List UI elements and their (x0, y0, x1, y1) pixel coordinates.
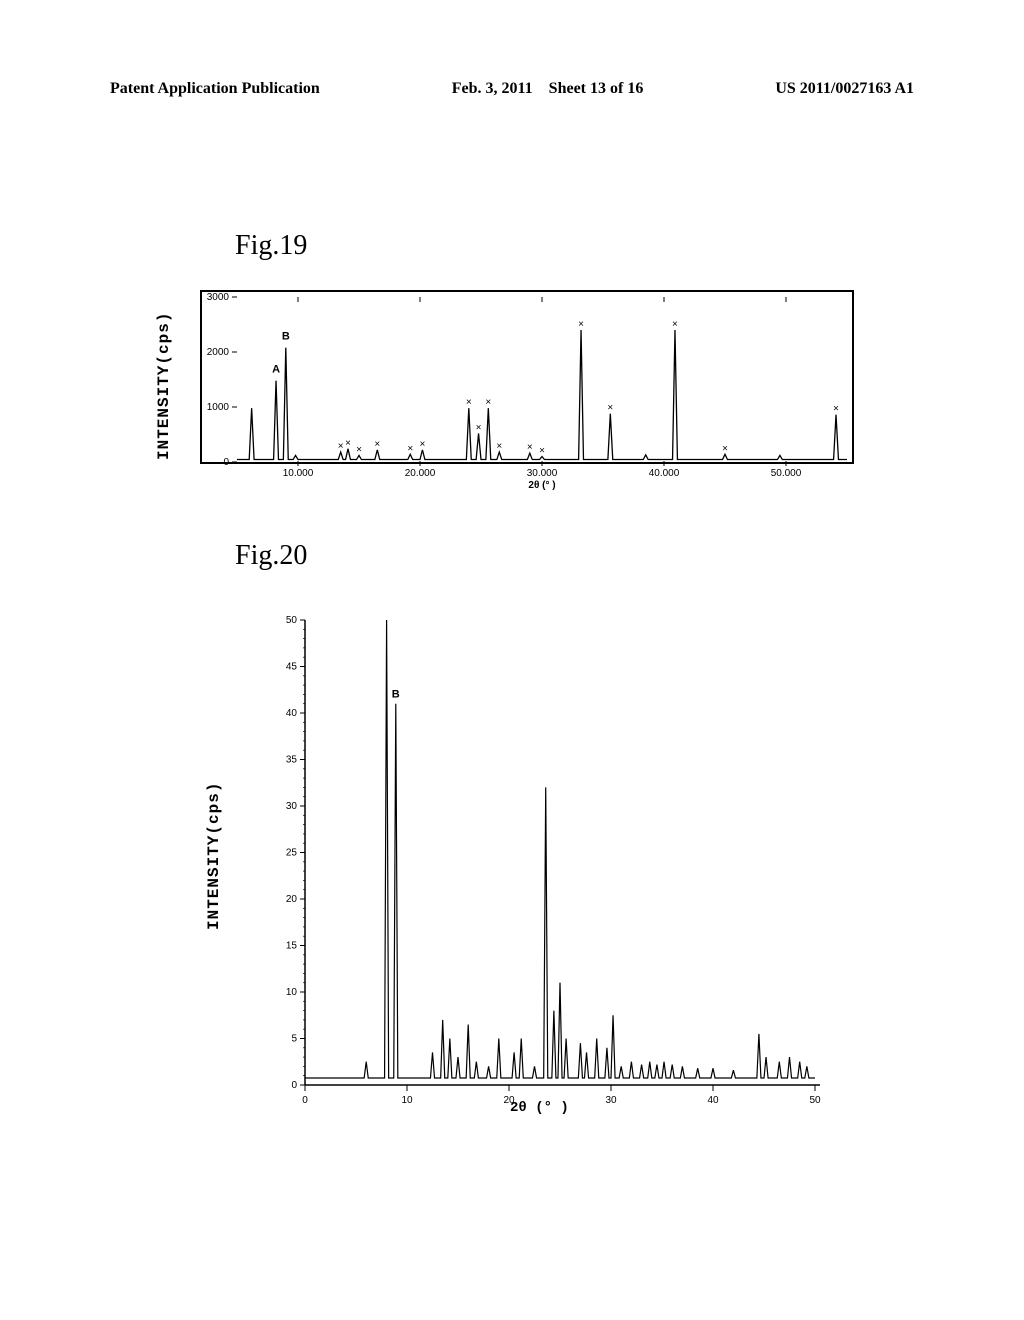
svg-text:0: 0 (291, 1080, 297, 1091)
fig19-plot: 0 1000 2000 3000 10.000 20.000 30.000 40.000 50.… (202, 292, 852, 492)
svg-text:1000: 1000 (207, 402, 230, 413)
publication-date: Feb. 3, 2011 Sheet 13 of 16 (320, 80, 776, 98)
svg-text:0: 0 (302, 1095, 308, 1106)
svg-text:×: × (345, 438, 351, 449)
fig19-chart: 010002000300010.00020.00030.00040.00050.… (200, 290, 854, 464)
figure-19-label: Fig.19 (235, 230, 307, 262)
svg-text:10: 10 (401, 1095, 413, 1106)
figure-20-label: Fig.20 (235, 540, 307, 572)
fig19-y-axis-label: INTENSITY(cps) (155, 312, 173, 460)
svg-text:50: 50 (809, 1095, 821, 1106)
fig20-x-axis-label: 2θ (° ) (510, 1100, 569, 1116)
svg-text:×: × (672, 319, 678, 330)
svg-text:25: 25 (286, 848, 298, 859)
svg-text:×: × (578, 319, 584, 330)
svg-text:×: × (496, 441, 502, 452)
svg-text:50.000: 50.000 (771, 468, 802, 479)
svg-text:×: × (466, 397, 472, 408)
svg-text:3000: 3000 (207, 292, 230, 303)
svg-text:×: × (833, 404, 839, 415)
svg-text:2θ (° ): 2θ (° ) (528, 480, 555, 491)
svg-text:2000: 2000 (207, 347, 230, 358)
svg-text:30.000: 30.000 (527, 468, 558, 479)
svg-text:×: × (374, 439, 380, 450)
svg-text:×: × (722, 443, 728, 454)
svg-text:×: × (407, 443, 413, 454)
svg-text:30: 30 (286, 801, 298, 812)
svg-text:×: × (607, 403, 613, 414)
svg-text:×: × (485, 397, 491, 408)
svg-text:35: 35 (286, 755, 298, 766)
fig20-chart: 0510152025303540455001020304050AB (270, 615, 810, 1085)
svg-text:45: 45 (286, 662, 298, 673)
svg-text:×: × (539, 446, 545, 457)
svg-text:50: 50 (286, 615, 298, 626)
svg-text:×: × (476, 422, 482, 433)
svg-text:5: 5 (291, 1034, 297, 1045)
svg-text:20.000: 20.000 (405, 468, 436, 479)
svg-text:B: B (392, 689, 400, 701)
svg-text:10: 10 (286, 987, 298, 998)
svg-text:×: × (356, 444, 362, 455)
document-number: US 2011/0027163 A1 (775, 80, 914, 98)
svg-text:×: × (338, 441, 344, 452)
fig20-y-axis-label: INTENSITY(cps) (205, 782, 223, 930)
svg-text:A: A (272, 364, 280, 376)
page: Patent Application Publication Feb. 3, 2… (0, 0, 1024, 1320)
svg-text:A: A (383, 615, 391, 617)
svg-text:30: 30 (605, 1095, 617, 1106)
publication-label: Patent Application Publication (110, 80, 320, 98)
svg-text:15: 15 (286, 941, 298, 952)
svg-text:0: 0 (223, 457, 229, 468)
svg-text:×: × (420, 439, 426, 450)
svg-text:40: 40 (286, 708, 298, 719)
fig20-plot: 0510152025303540455001020304050AB (270, 615, 830, 1125)
svg-text:×: × (527, 442, 533, 453)
svg-text:10.000: 10.000 (283, 468, 314, 479)
svg-text:40.000: 40.000 (649, 468, 680, 479)
svg-text:40: 40 (707, 1095, 719, 1106)
page-header: Patent Application Publication Feb. 3, 2… (0, 80, 1024, 98)
svg-text:B: B (282, 331, 290, 343)
svg-text:20: 20 (286, 894, 298, 905)
